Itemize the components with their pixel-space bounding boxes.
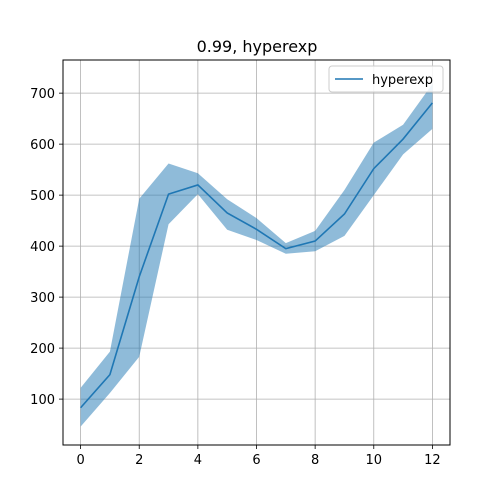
x-tick-label: 2: [135, 453, 143, 468]
x-tick-label: 8: [311, 453, 319, 468]
confidence-bands: [80, 83, 433, 427]
x-tick-label: 12: [424, 453, 441, 468]
x-axis: 0 2 4 6 8 10 12: [76, 445, 441, 468]
series-lines: [79, 102, 434, 409]
y-tick-label: 600: [30, 138, 55, 153]
y-axis: 100 200 300 400 500 600 700: [30, 87, 63, 408]
y-tick-label: 400: [30, 240, 55, 255]
legend: hyperexp: [328, 65, 444, 93]
x-tick-label: 6: [252, 453, 260, 468]
y-tick-label: 200: [30, 342, 55, 357]
y-tick-label: 100: [30, 393, 55, 408]
confidence-band: [80, 83, 433, 427]
legend-label: hyperexp: [372, 73, 433, 88]
x-tick-label: 4: [194, 453, 202, 468]
x-tick-label: 0: [76, 453, 84, 468]
legend-box: [328, 65, 444, 93]
y-tick-label: 500: [30, 189, 55, 204]
y-tick-label: 700: [30, 87, 55, 102]
x-tick-label: 10: [365, 453, 382, 468]
y-tick-label: 300: [30, 291, 55, 306]
chart-title: 0.99, hyperexp: [197, 37, 318, 56]
